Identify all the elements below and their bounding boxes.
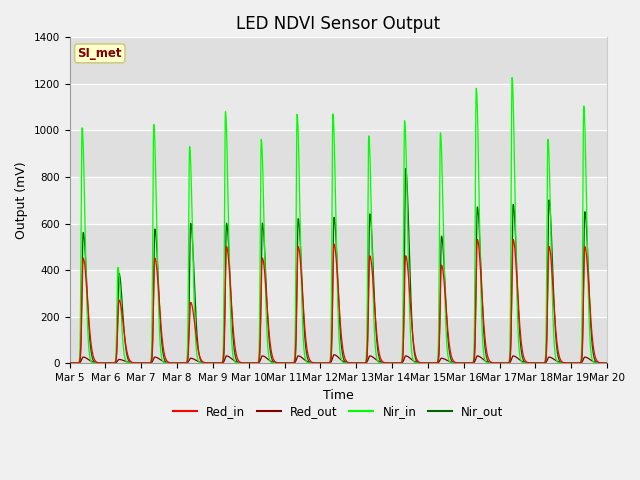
Red_out [66, 360, 74, 366]
Red_in [603, 360, 611, 366]
Line: Nir_out: Nir_out [70, 168, 607, 363]
Line: Red_in: Red_in [70, 240, 607, 363]
Line: Red_out: Red_out [70, 355, 607, 363]
Nir_out [603, 360, 611, 366]
Red_out [603, 360, 611, 366]
Red_in [509, 237, 517, 242]
Text: SI_met: SI_met [77, 47, 122, 60]
Nir_out [93, 360, 100, 366]
Red_out [313, 360, 321, 366]
Nir_in [313, 360, 321, 366]
Legend: Red_in, Red_out, Nir_in, Nir_out: Red_in, Red_out, Nir_in, Nir_out [168, 400, 508, 423]
Nir_out [402, 166, 410, 171]
Red_out [588, 358, 595, 363]
Bar [70, 37, 607, 84]
Nir_in [93, 360, 100, 366]
Red_out [330, 352, 338, 358]
Nir_out [588, 336, 595, 342]
Title: LED NDVI Sensor Output: LED NDVI Sensor Output [236, 15, 440, 33]
Y-axis label: Output (mV): Output (mV) [15, 162, 28, 239]
Red_in [588, 324, 595, 330]
Nir_in [588, 355, 595, 360]
Nir_in [66, 360, 74, 366]
Nir_out [489, 360, 497, 366]
Nir_in [603, 360, 611, 366]
Bar [70, 177, 607, 224]
Red_out [489, 360, 497, 366]
Nir_out [588, 333, 595, 338]
Red_in [588, 328, 595, 334]
Bar [70, 84, 607, 131]
X-axis label: Time: Time [323, 389, 354, 402]
Line: Nir_in: Nir_in [70, 78, 607, 363]
Bar [70, 131, 607, 177]
Red_in [489, 360, 497, 366]
Red_in [66, 360, 74, 366]
Red_in [313, 360, 321, 366]
Bar [70, 317, 607, 363]
Bar [70, 224, 607, 270]
Red_in [327, 354, 335, 360]
Red_out [588, 358, 595, 363]
Red_out [93, 360, 100, 366]
Red_out [327, 359, 335, 365]
Nir_in [508, 75, 516, 81]
Nir_out [327, 358, 335, 363]
Nir_out [66, 360, 74, 366]
Nir_in [489, 360, 497, 366]
Nir_in [327, 340, 335, 346]
Red_in [93, 360, 100, 365]
Nir_out [313, 360, 321, 366]
Nir_in [588, 353, 595, 359]
Bar [70, 270, 607, 317]
